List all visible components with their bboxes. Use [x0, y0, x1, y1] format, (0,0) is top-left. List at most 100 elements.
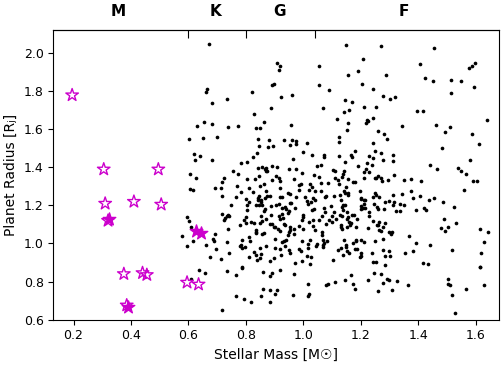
- Point: [470, 84, 478, 90]
- Point: [327, 203, 336, 209]
- Point: [324, 281, 332, 287]
- Point: [288, 138, 296, 143]
- Point: [365, 213, 373, 219]
- Point: [123, 302, 131, 308]
- Point: [337, 197, 345, 203]
- Point: [268, 177, 276, 183]
- Point: [378, 178, 386, 184]
- Point: [442, 129, 450, 135]
- Point: [192, 228, 200, 234]
- Point: [364, 119, 372, 124]
- Point: [476, 264, 484, 270]
- Point: [379, 224, 387, 230]
- Point: [268, 270, 276, 276]
- Point: [343, 224, 351, 230]
- Point: [350, 212, 358, 218]
- Point: [320, 154, 328, 160]
- Point: [311, 227, 319, 233]
- Point: [380, 131, 388, 137]
- Point: [261, 167, 269, 172]
- Point: [208, 157, 216, 163]
- Point: [307, 199, 315, 205]
- Point: [389, 152, 397, 157]
- Point: [275, 213, 283, 219]
- Point: [284, 190, 292, 196]
- Point: [365, 153, 373, 158]
- Point: [185, 219, 193, 224]
- Point: [224, 124, 232, 130]
- Point: [104, 218, 112, 224]
- Point: [362, 120, 370, 126]
- Point: [276, 228, 284, 234]
- Point: [310, 206, 318, 212]
- Point: [273, 287, 281, 293]
- Point: [236, 188, 244, 194]
- Point: [345, 192, 353, 198]
- Point: [275, 175, 283, 180]
- Point: [304, 281, 312, 287]
- Point: [475, 225, 483, 231]
- Point: [323, 238, 331, 243]
- Point: [409, 249, 417, 254]
- Point: [253, 150, 261, 156]
- Point: [385, 229, 393, 235]
- Point: [334, 153, 343, 159]
- Point: [352, 239, 360, 244]
- Point: [371, 190, 379, 196]
- Point: [268, 163, 276, 169]
- Point: [276, 178, 284, 184]
- Point: [315, 82, 323, 87]
- Point: [412, 240, 420, 246]
- Point: [240, 217, 248, 223]
- Point: [255, 173, 263, 179]
- Point: [318, 229, 326, 235]
- Point: [304, 242, 312, 247]
- Point: [232, 272, 240, 278]
- Point: [270, 224, 278, 229]
- Point: [391, 94, 399, 100]
- Point: [365, 209, 373, 215]
- Point: [195, 281, 203, 287]
- Point: [360, 104, 368, 110]
- Point: [343, 248, 351, 254]
- Point: [386, 253, 394, 259]
- Point: [340, 188, 348, 194]
- Point: [286, 191, 294, 197]
- Point: [249, 154, 258, 160]
- Point: [379, 247, 387, 253]
- Point: [338, 174, 346, 180]
- Point: [338, 213, 346, 219]
- Point: [340, 237, 348, 243]
- Point: [202, 243, 210, 249]
- Point: [305, 220, 313, 225]
- Point: [258, 202, 266, 208]
- Point: [330, 193, 338, 199]
- Point: [306, 261, 314, 267]
- Point: [311, 188, 319, 194]
- Point: [270, 255, 278, 261]
- Point: [209, 236, 217, 242]
- Point: [267, 212, 275, 218]
- Point: [321, 194, 329, 200]
- Point: [430, 78, 438, 83]
- Point: [454, 165, 462, 171]
- Point: [382, 72, 390, 78]
- Point: [313, 163, 321, 168]
- Point: [138, 270, 146, 276]
- Point: [224, 212, 232, 217]
- Point: [309, 195, 317, 201]
- Point: [242, 220, 250, 226]
- Point: [342, 184, 350, 190]
- Point: [448, 292, 456, 298]
- Point: [420, 205, 428, 211]
- Point: [315, 174, 323, 180]
- Point: [373, 205, 381, 210]
- Point: [257, 220, 265, 226]
- Point: [124, 304, 132, 310]
- Point: [362, 166, 370, 172]
- Point: [379, 93, 387, 99]
- Point: [257, 293, 265, 299]
- Point: [374, 288, 382, 294]
- Point: [395, 201, 403, 207]
- Point: [285, 166, 293, 172]
